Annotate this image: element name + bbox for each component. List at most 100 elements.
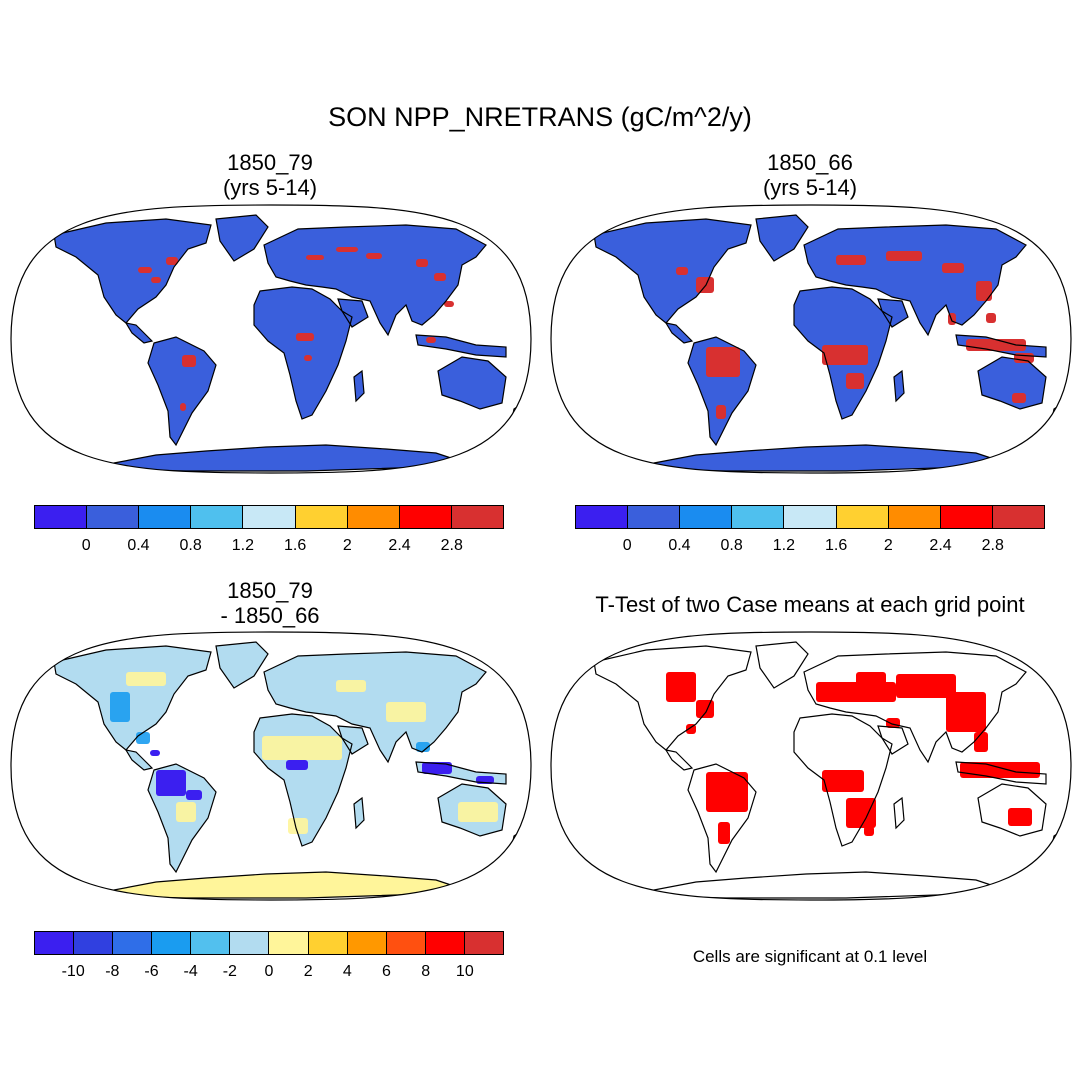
colorbar-top-left — [34, 505, 504, 529]
map-bottom-left — [10, 631, 532, 901]
value-patch — [182, 355, 196, 367]
colorbar-box — [87, 506, 140, 528]
panel-title-line2: (yrs 5-14) — [762, 175, 858, 200]
colorbar-box — [35, 932, 75, 954]
land-northAmerica — [54, 646, 211, 750]
colorbar-label: 2 — [303, 963, 313, 980]
value-patch — [180, 403, 186, 411]
value-patch — [304, 355, 312, 361]
coastline-indonesia — [955, 761, 1047, 785]
land-eurasia — [264, 652, 486, 762]
coastline-australia — [437, 356, 507, 410]
coastline-northAmerica — [593, 645, 752, 751]
value-patch — [696, 277, 714, 293]
panel-title-line2: (yrs 5-14) — [222, 175, 318, 200]
panel-title-bottom-right: T-Test of two Case means at each grid po… — [595, 592, 1025, 617]
colorbar-label: -2 — [222, 963, 237, 980]
difference-patch — [136, 732, 150, 744]
colorbar-label: -10 — [61, 963, 85, 980]
value-patch — [366, 253, 382, 259]
panel-title-top-left: 1850_79 (yrs 5-14) — [170, 150, 370, 200]
land-centralAm — [126, 750, 152, 770]
land-australia — [978, 357, 1046, 409]
colorbar-label: 10 — [455, 963, 474, 980]
value-patch — [150, 750, 160, 756]
coastline-centralAm — [124, 749, 154, 771]
significant-cells — [706, 772, 748, 812]
colorbar-label: 1.6 — [283, 537, 307, 554]
colorbar-label: 0.4 — [127, 537, 150, 554]
value-patch — [976, 281, 992, 301]
value-patch — [1012, 393, 1026, 403]
colorbar-box — [113, 932, 153, 954]
colorbar-box — [74, 932, 114, 954]
coastline-eurasia — [803, 651, 1027, 764]
value-patch — [156, 770, 186, 796]
land-centralAm — [666, 323, 692, 343]
colorbar-label: 6 — [382, 963, 391, 980]
land-arabia — [878, 299, 908, 327]
figure-title: SON NPP_NRETRANS (gC/m^2/y) — [328, 102, 752, 132]
land-eurasia — [804, 225, 1026, 335]
difference-patch — [288, 818, 308, 834]
colorbar-label: 0.8 — [179, 537, 202, 554]
colorbar-box — [347, 932, 387, 954]
coastline-indonesia — [955, 334, 1047, 358]
colorbar-label: 1.6 — [824, 537, 848, 554]
colorbar-box — [347, 506, 400, 528]
land-arabia — [338, 299, 368, 327]
colorbar-top-right — [575, 505, 1045, 529]
coastline-arabia — [877, 725, 909, 755]
coastline-australia — [977, 783, 1047, 837]
colorbar-label: 1.2 — [772, 537, 795, 554]
difference-patch — [336, 680, 366, 692]
value-patch — [444, 301, 454, 307]
significant-cells — [846, 798, 876, 828]
land-eurasia — [264, 225, 486, 335]
colorbar-label: 0 — [81, 537, 91, 554]
colorbar-label: 2 — [342, 537, 352, 554]
colorbar-label: 2.4 — [388, 537, 411, 554]
difference-patch — [262, 736, 342, 760]
land-northAmerica — [54, 219, 211, 323]
value-patch — [416, 259, 428, 267]
land-northAmerica — [594, 219, 751, 323]
coastline-southAmerica — [687, 336, 757, 447]
colorbar-labels-bottom-left: -10 -8 -6 -4 -2 0 2 4 6 8 10 — [34, 963, 504, 983]
land-southAmerica — [148, 337, 216, 445]
colorbar-box — [888, 506, 941, 528]
colorbar-label: 2 — [883, 537, 893, 554]
coastline-northAmerica — [53, 218, 212, 324]
value-patch — [422, 762, 452, 774]
colorbar-labels-top-left: 0 0.4 0.8 1.2 1.6 2 2.4 2.8 — [34, 537, 504, 557]
colorbar-box — [152, 932, 192, 954]
coastline-eurasia — [263, 651, 487, 764]
coastline-eurasia — [803, 224, 1027, 337]
land-arabia — [338, 726, 368, 754]
colorbar-label: 4 — [342, 963, 352, 980]
value-patch — [706, 347, 740, 377]
colorbar-box — [836, 506, 889, 528]
land-madagascar — [894, 371, 904, 401]
value-patch — [138, 267, 152, 273]
difference-patch — [386, 702, 426, 722]
difference-patch — [176, 802, 196, 822]
colorbar-box — [680, 506, 733, 528]
significant-cells — [896, 674, 956, 698]
significant-cells — [960, 762, 1040, 778]
colorbar-label: 2.4 — [929, 537, 952, 554]
coastline-madagascar — [353, 369, 365, 403]
coastline-madagascar — [893, 369, 905, 403]
value-patch — [846, 373, 864, 389]
colorbar-box — [628, 506, 681, 528]
map-top-left — [10, 204, 532, 474]
colorbar-box — [243, 506, 296, 528]
value-patch — [186, 790, 202, 800]
land-indonesia — [416, 335, 506, 357]
coastline-indonesia — [415, 761, 507, 785]
value-patch — [166, 257, 178, 265]
land-antarctica — [654, 872, 994, 898]
coastline-greenland — [755, 214, 809, 262]
colorbar-box — [295, 506, 348, 528]
colorbar-label: 0.8 — [720, 537, 743, 554]
